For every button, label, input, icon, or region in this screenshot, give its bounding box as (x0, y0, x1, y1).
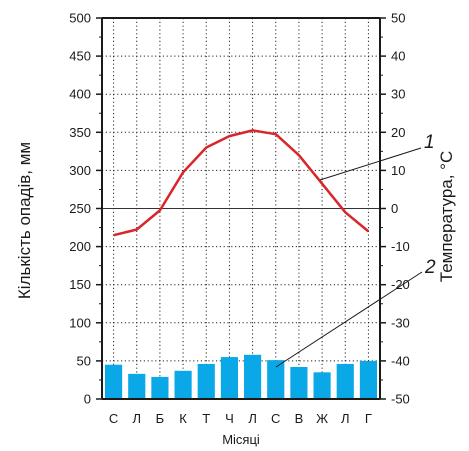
right-axis-ticks: -50 -40 -30 -20 -10 0 10 20 30 40 50 (380, 11, 410, 407)
precipitation-bar (174, 370, 192, 399)
precipitation-bar (128, 373, 146, 399)
month-label: Л (132, 411, 141, 426)
x-axis-title: Місяці (222, 432, 260, 447)
left-tick-label: 200 (69, 239, 91, 254)
month-label: Ч (225, 411, 234, 426)
right-axis-title: Температура, °С (437, 151, 456, 282)
right-tick-label: 40 (391, 49, 405, 64)
left-axis-ticks: 0 50 100 150 200 250 300 350 400 450 500 (69, 11, 102, 407)
right-tick-label: -40 (391, 353, 410, 368)
right-tick-label: 50 (391, 11, 405, 26)
left-tick-label: 150 (69, 277, 91, 292)
right-tick-label: -30 (391, 315, 410, 330)
precipitation-bar (244, 354, 262, 399)
precipitation-bar (151, 376, 169, 399)
left-tick-label: 350 (69, 125, 91, 140)
left-tick-label: 450 (69, 49, 91, 64)
precipitation-bar (313, 372, 331, 399)
precipitation-bar (359, 360, 377, 399)
precipitation-bars (105, 354, 377, 399)
month-label: Б (156, 411, 165, 426)
right-tick-label: 0 (391, 201, 398, 216)
precipitation-bar (336, 363, 354, 399)
precipitation-bar (267, 360, 285, 399)
right-tick-label: 10 (391, 163, 405, 178)
month-label: Г (365, 411, 372, 426)
month-label: В (295, 411, 304, 426)
right-tick-label: -50 (391, 392, 410, 407)
left-tick-label: 500 (69, 11, 91, 26)
right-tick-label: -20 (391, 277, 410, 292)
left-tick-label: 400 (69, 87, 91, 102)
month-label: С (109, 411, 118, 426)
leader-line-1 (319, 147, 422, 181)
month-label: Т (202, 411, 210, 426)
precipitation-bar (197, 363, 215, 399)
month-label: К (179, 411, 187, 426)
right-tick-label: 30 (391, 87, 405, 102)
month-label: С (271, 411, 280, 426)
month-label: Л (341, 411, 350, 426)
temperature-line (113, 129, 370, 237)
annotation-1: 1 (424, 132, 435, 153)
annotations: 1 2 (275, 132, 436, 368)
leader-line-2 (275, 271, 423, 368)
precipitation-bar (220, 357, 238, 399)
right-tick-label: 20 (391, 125, 405, 140)
left-tick-label: 250 (69, 201, 91, 216)
left-tick-label: 50 (77, 353, 91, 368)
left-axis-title: Кількість опадів, мм (15, 142, 34, 299)
annotation-2: 2 (424, 257, 436, 278)
left-tick-label: 300 (69, 163, 91, 178)
left-tick-label: 0 (84, 392, 91, 407)
month-label: Л (248, 411, 257, 426)
precipitation-bar (105, 364, 123, 399)
right-tick-label: -10 (391, 239, 410, 254)
precipitation-bar (290, 366, 308, 399)
left-tick-label: 100 (69, 315, 91, 330)
month-label: Ж (316, 411, 328, 426)
